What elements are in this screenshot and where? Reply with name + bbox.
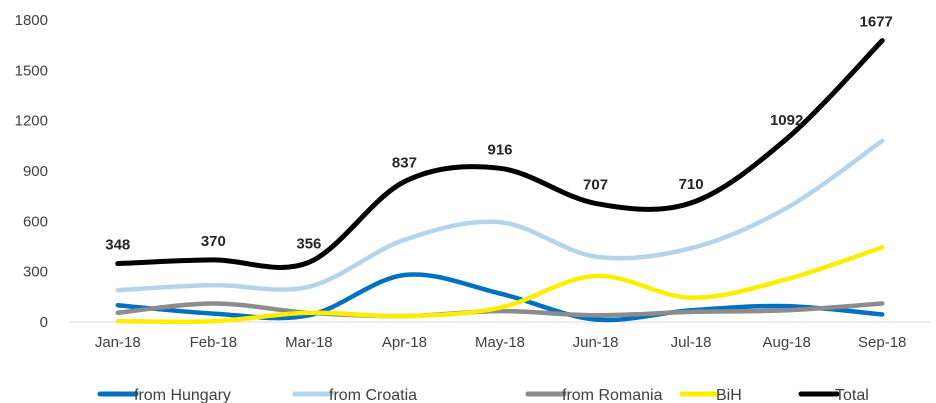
y-tick-label: 300 <box>23 264 48 281</box>
series-line-total <box>115 38 885 270</box>
legend-item-total: Total <box>798 387 869 403</box>
data-label-total: 916 <box>487 141 512 158</box>
x-tick-label: Jan-18 <box>95 334 141 351</box>
x-tick-label: Jun-18 <box>573 334 619 351</box>
data-label-total: 370 <box>201 233 226 250</box>
legend: from Hungary from Croatia from Romania BiH T… <box>97 387 869 403</box>
series-line-from-croatia <box>115 138 885 293</box>
x-tick-label: Apr-18 <box>382 334 427 351</box>
x-tick-label: Aug-18 <box>762 334 810 351</box>
series-line-from-romania <box>115 301 885 319</box>
legend-label: BiH <box>716 387 742 403</box>
y-tick-label: 1500 <box>15 62 48 79</box>
legend-label: from Croatia <box>329 387 417 403</box>
legend-item-from-romania: from Romania <box>525 387 663 403</box>
y-tick-label: 600 <box>23 213 48 230</box>
legend-item-from-hungary: from Hungary <box>97 387 231 403</box>
y-axis: 0 300 600 900 1200 1500 1800 <box>15 12 48 331</box>
x-axis: Jan-18 Feb-18 Mar-18 Apr-18 May-18 Jun-18 Jul-… <box>70 321 930 351</box>
x-tick-label: Feb-18 <box>190 334 238 351</box>
series-layer <box>115 38 885 325</box>
series-line-bih <box>115 245 885 325</box>
y-tick-label: 0 <box>40 314 48 331</box>
data-label-total: 1092 <box>770 112 803 129</box>
legend-item-bih: BiH <box>679 387 742 403</box>
data-label-total: 707 <box>583 176 608 193</box>
data-label-total: 837 <box>392 155 417 172</box>
x-tick-label: Sep-18 <box>858 334 906 351</box>
data-label-total: 710 <box>679 176 704 193</box>
y-tick-label: 900 <box>23 163 48 180</box>
y-tick-label: 1200 <box>15 113 48 130</box>
x-tick-label: May-18 <box>475 334 525 351</box>
legend-item-from-croatia: from Croatia <box>292 387 417 403</box>
data-label-total: 348 <box>105 237 130 254</box>
legend-label: from Hungary <box>134 387 231 403</box>
data-label-total: 356 <box>296 235 321 252</box>
x-tick-label: Jul-18 <box>671 334 712 351</box>
legend-label: from Romania <box>562 387 663 403</box>
y-tick-label: 1800 <box>15 12 48 29</box>
data-label-total: 1677 <box>860 14 893 31</box>
x-tick-label: Mar-18 <box>285 334 333 351</box>
series-line-from-hungary <box>115 272 885 323</box>
legend-label: Total <box>835 387 869 403</box>
data-labels: 348 370 356 837 916 707 710 1092 1677 <box>105 14 893 254</box>
